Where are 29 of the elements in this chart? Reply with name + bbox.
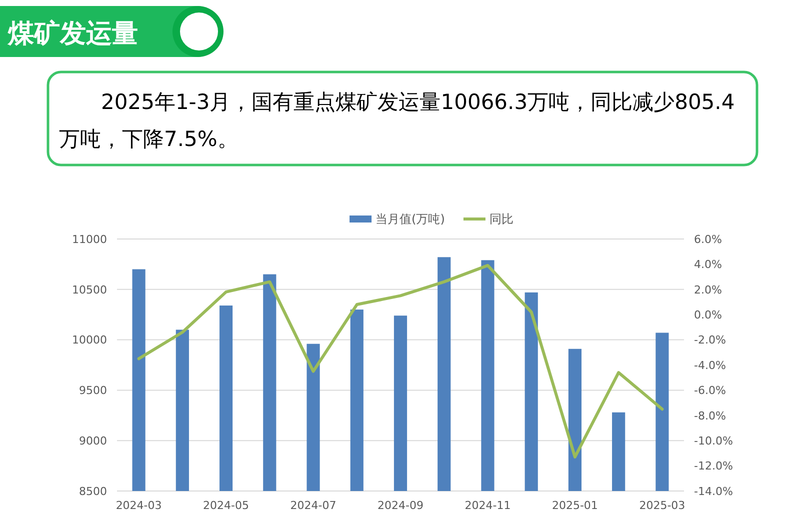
- y-tick-label: 11000: [72, 232, 107, 246]
- y2-tick-label: -12.0%: [694, 460, 733, 473]
- legend-label: 当月值(万吨): [376, 212, 445, 226]
- y2-tick-label: -6.0%: [694, 384, 726, 398]
- y-tick-label: 8500: [79, 484, 107, 498]
- line-series: [137, 264, 664, 458]
- x-tick-label: 2024-07: [290, 499, 336, 512]
- y-tick-label: 10000: [72, 334, 107, 347]
- x-tick-label: 2025-01: [552, 499, 598, 512]
- y2-tick-label: -2.0%: [694, 334, 726, 347]
- y-tick-label: 9500: [79, 384, 107, 398]
- y2-tick-label: 0.0%: [694, 308, 722, 322]
- y2-tick-label: 6.0%: [694, 232, 722, 246]
- y-tick-label: 9000: [79, 434, 107, 448]
- legend-label: 同比: [489, 212, 514, 226]
- chart-subtitle: 2025年1-3月，国有重点煤矿发运量10066.3万吨，同比减少805.4万吨，下降7.5%。: [58, 89, 736, 153]
- y-tick-label: 10500: [72, 283, 107, 296]
- x-tick-label: 2024-11: [464, 499, 511, 512]
- y2-tick-label: -4.0%: [694, 358, 726, 372]
- y2-tick-label: 2.0%: [694, 283, 722, 296]
- y2-tick-label: -8.0%: [694, 409, 726, 422]
- x-tick-label: 2024-09: [378, 499, 424, 512]
- x-tick-label: 2024-03: [116, 499, 162, 512]
- y2-tick-label: -10.0%: [694, 434, 733, 448]
- x-tick-label: 2024-05: [203, 499, 250, 512]
- chart-title: 煤矿发运量: [7, 19, 138, 49]
- x-tick-label: 2025-03: [639, 499, 686, 512]
- y2-tick-label: -14.0%: [694, 484, 733, 498]
- y2-tick-label: 4.0%: [694, 258, 722, 272]
